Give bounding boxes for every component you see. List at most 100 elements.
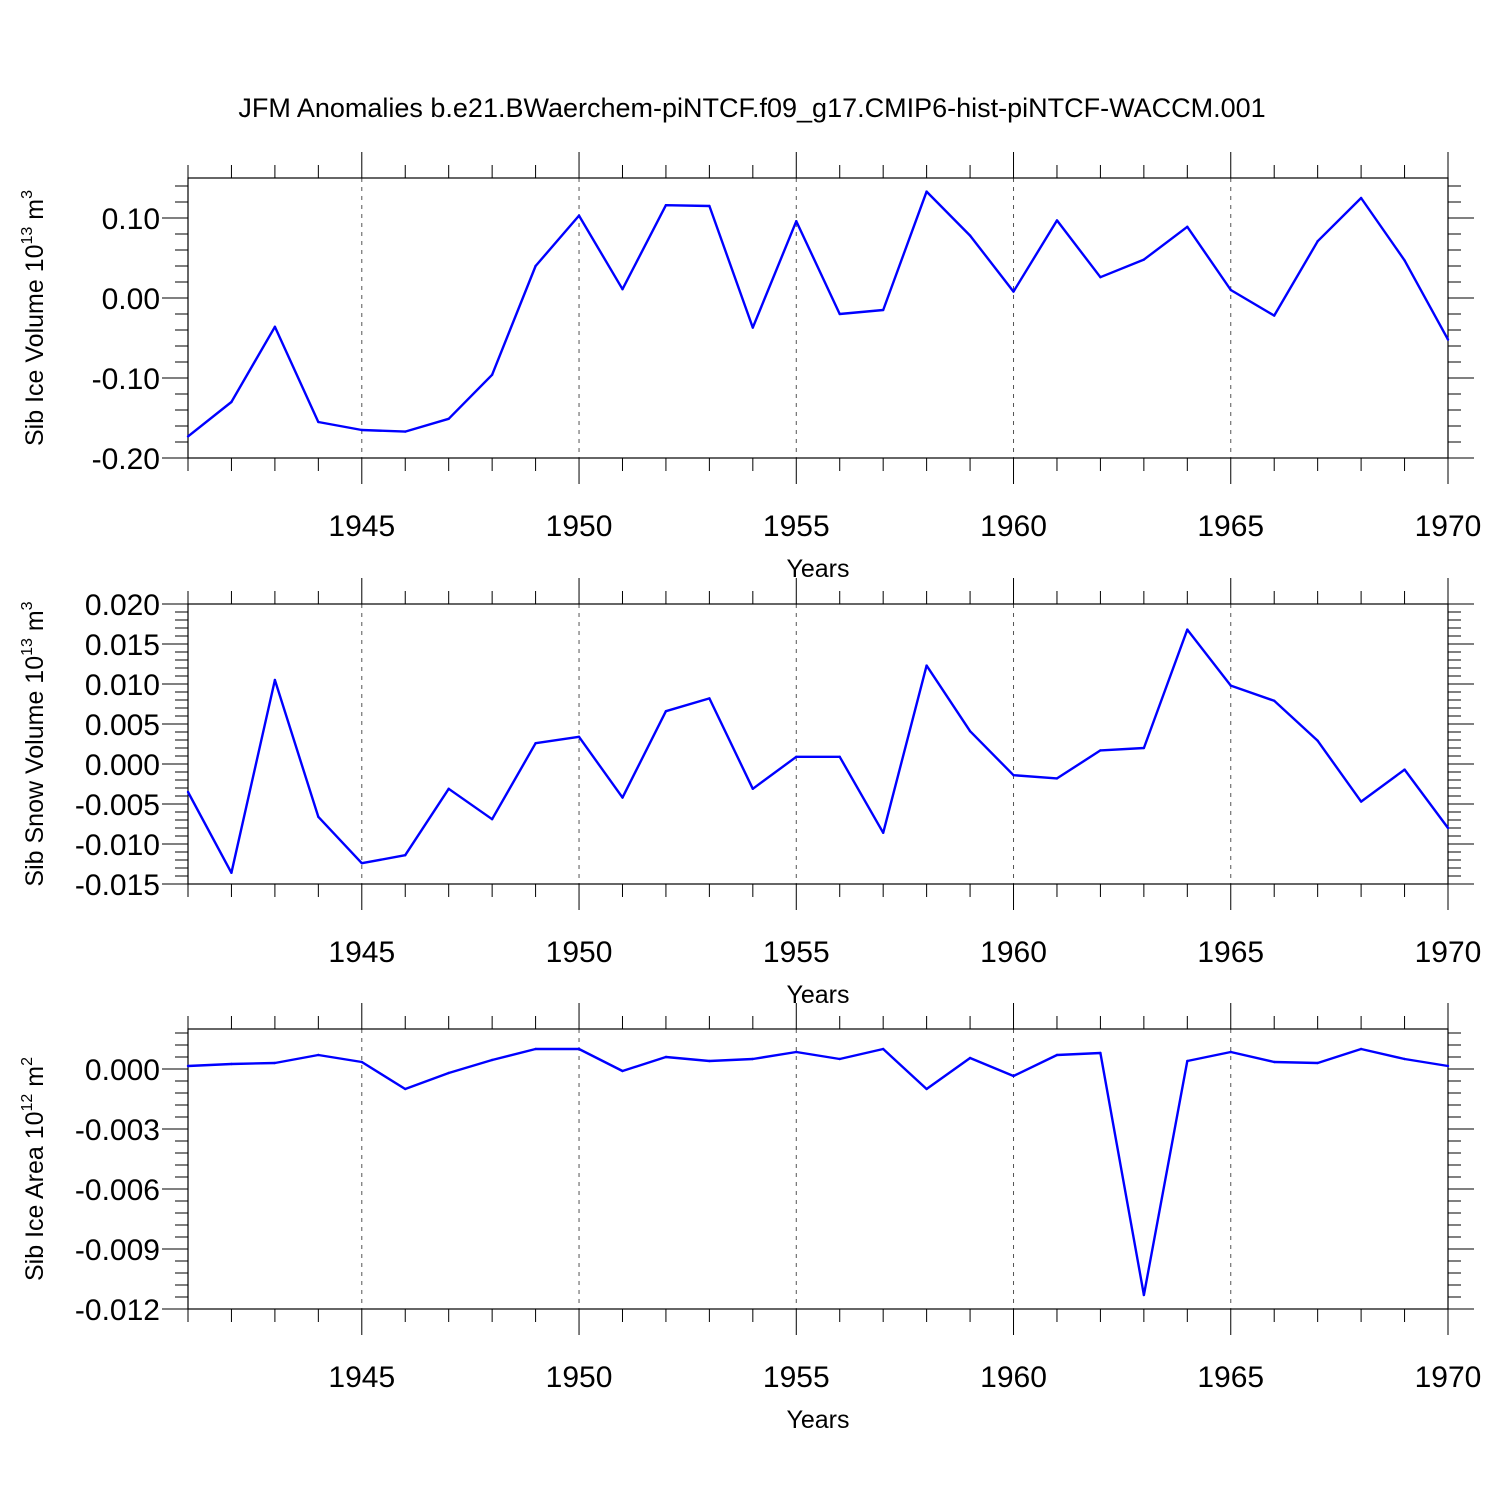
- data-point-1951: [621, 288, 624, 291]
- y-tick-label: -0.006: [75, 1174, 160, 1207]
- x-tick-label: 1965: [1197, 1361, 1264, 1394]
- data-point-1964: [1186, 628, 1189, 631]
- data-point-1968: [1359, 196, 1363, 200]
- data-point-1963: [1142, 1293, 1146, 1297]
- data-point-1969: [1403, 259, 1406, 262]
- plot-frame: [187, 1028, 1449, 1310]
- x-tick-label: 1955: [763, 936, 830, 969]
- x-axis-label: Years: [786, 555, 849, 583]
- y-axis-label-unit-exponent: 3: [19, 601, 36, 610]
- data-point-1942: [230, 400, 233, 404]
- data-point-1953: [708, 1059, 711, 1063]
- data-point-1957: [881, 1047, 885, 1051]
- plot-frame: [187, 177, 1449, 459]
- data-point-1953: [708, 204, 711, 208]
- data-point-1970: [1446, 826, 1450, 830]
- y-axis-label-main: Sib Ice Area 10: [21, 1111, 49, 1281]
- x-tick-label: 1950: [546, 1361, 613, 1394]
- data-point-1953: [708, 697, 711, 700]
- y-tick-label: -0.003: [75, 1114, 160, 1147]
- data-point-1950: [577, 214, 581, 217]
- data-point-1964: [1186, 1059, 1189, 1063]
- x-tick-label: 1960: [980, 1361, 1047, 1394]
- x-tick-label: 1965: [1197, 936, 1264, 969]
- y-tick-label: 0.10: [102, 203, 160, 236]
- data-point-1946: [404, 854, 407, 857]
- y-tick-label: 0.010: [85, 669, 160, 702]
- data-point-1959: [968, 730, 972, 733]
- data-point-1942: [230, 1062, 233, 1066]
- data-point-1960: [1012, 290, 1015, 293]
- data-point-1961: [1055, 777, 1059, 780]
- y-tick-label: 0.000: [85, 749, 160, 782]
- data-point-1947: [447, 417, 450, 420]
- data-point-1942: [230, 871, 233, 874]
- y-tick-label: -0.10: [92, 363, 160, 396]
- plot-frame: [187, 603, 1449, 885]
- data-point-1955: [795, 755, 798, 758]
- x-tick-label: 1955: [763, 510, 830, 543]
- x-tick-label: 1960: [980, 510, 1047, 543]
- data-point-1959: [968, 234, 972, 237]
- y-tick-label: -0.20: [92, 443, 160, 476]
- data-point-1948: [490, 818, 494, 821]
- data-point-1943: [273, 678, 277, 682]
- x-tick-label: 1965: [1197, 510, 1264, 543]
- data-point-1950: [577, 735, 581, 738]
- data-point-1958: [925, 1087, 928, 1091]
- data-point-1965: [1229, 1050, 1232, 1054]
- y-axis-label-unit-exponent: 3: [19, 190, 36, 199]
- data-point-1944: [317, 815, 320, 818]
- y-axis-label-unit-exponent: 2: [19, 1057, 36, 1066]
- data-point-1954: [751, 1057, 755, 1061]
- data-point-1945: [360, 862, 363, 865]
- data-point-1951: [621, 1069, 624, 1073]
- data-point-1952: [664, 204, 668, 207]
- data-point-1969: [1403, 1057, 1406, 1061]
- y-axis-label-unit: m: [21, 1066, 49, 1094]
- y-tick-label: 0.00: [102, 283, 160, 316]
- data-point-1954: [751, 787, 755, 790]
- data-point-1949: [534, 1047, 537, 1051]
- y-tick-label: -0.015: [75, 869, 160, 902]
- x-tick-label: 1950: [546, 936, 613, 969]
- x-tick-label: 1945: [328, 510, 395, 543]
- y-tick-label: -0.005: [75, 789, 160, 822]
- y-axis-label: Sib Snow Volume 1013 m3: [19, 601, 49, 886]
- data-point-1954: [751, 326, 755, 329]
- y-tick-label: 0.020: [85, 589, 160, 622]
- data-point-1943: [273, 1061, 277, 1065]
- y-axis-label: Sib Ice Area 1012 m2: [19, 1057, 49, 1281]
- data-point-1970: [1446, 1064, 1450, 1068]
- data-point-1963: [1142, 746, 1146, 750]
- data-point-1946: [404, 1087, 407, 1091]
- y-axis-label-exponent: 13: [19, 227, 36, 245]
- data-point-1967: [1316, 240, 1319, 243]
- x-tick-label: 1970: [1415, 510, 1482, 543]
- y-axis-label-unit: m: [21, 199, 49, 227]
- data-point-1945: [360, 428, 363, 432]
- data-point-1956: [838, 1057, 841, 1061]
- series-line: [187, 190, 1450, 438]
- ice-volume-panel: -0.20 -0.10 0.00 0.10 1945 1950 1955 1960 1965 19…: [19, 152, 1481, 583]
- y-tick-label: -0.010: [75, 829, 160, 862]
- data-point-1948: [490, 373, 494, 376]
- data-point-1946: [404, 430, 407, 433]
- data-point-1961: [1055, 1053, 1059, 1057]
- x-tick-label: 1955: [763, 1361, 830, 1394]
- x-tick-label: 1970: [1415, 1361, 1482, 1394]
- data-point-1960: [1012, 774, 1015, 777]
- data-point-1968: [1359, 1047, 1363, 1051]
- data-point-1956: [838, 755, 841, 758]
- y-tick-label: -0.009: [75, 1234, 160, 1267]
- data-point-1966: [1273, 699, 1276, 702]
- y-tick-label: -0.012: [75, 1294, 160, 1327]
- x-tick-label: 1950: [546, 510, 613, 543]
- x-tick-label: 1960: [980, 936, 1047, 969]
- data-point-1952: [664, 1055, 668, 1059]
- y-tick-label: 0.015: [85, 629, 160, 662]
- data-point-1967: [1316, 1061, 1319, 1065]
- y-axis-label-main: Sib Snow Volume 10: [21, 656, 49, 887]
- data-point-1948: [490, 1058, 494, 1062]
- data-point-1945: [360, 1060, 363, 1064]
